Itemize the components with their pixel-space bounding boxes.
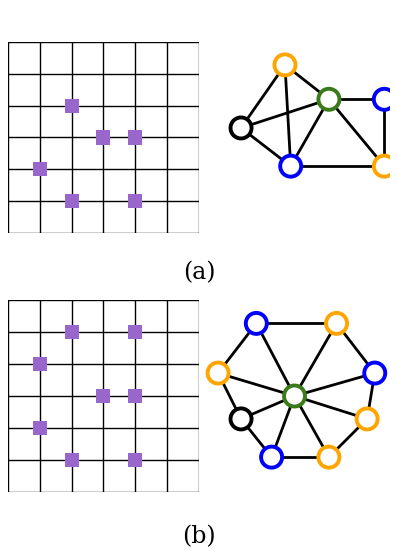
Circle shape [374,156,395,177]
Circle shape [318,89,339,110]
Circle shape [364,362,385,383]
Bar [96,130,111,145]
Bar [33,421,47,435]
Circle shape [246,313,267,334]
Bar [128,325,142,339]
Bar [64,325,79,339]
Circle shape [284,386,305,406]
Bar [128,130,142,145]
Circle shape [357,409,378,430]
Bar [128,194,142,208]
Text: (a): (a) [183,261,215,284]
Text: (b): (b) [182,525,216,548]
Circle shape [208,362,228,383]
Circle shape [326,313,347,334]
Bar [128,389,142,403]
Circle shape [280,156,301,177]
Circle shape [261,447,282,468]
Circle shape [318,447,339,468]
Bar [64,98,79,113]
Circle shape [275,54,295,75]
Bar [128,453,142,467]
Circle shape [374,89,395,110]
Bar [96,389,111,403]
Circle shape [230,409,252,430]
Bar [64,453,79,467]
Bar [33,162,47,177]
Bar [64,194,79,208]
Circle shape [230,118,252,139]
Bar [33,357,47,371]
